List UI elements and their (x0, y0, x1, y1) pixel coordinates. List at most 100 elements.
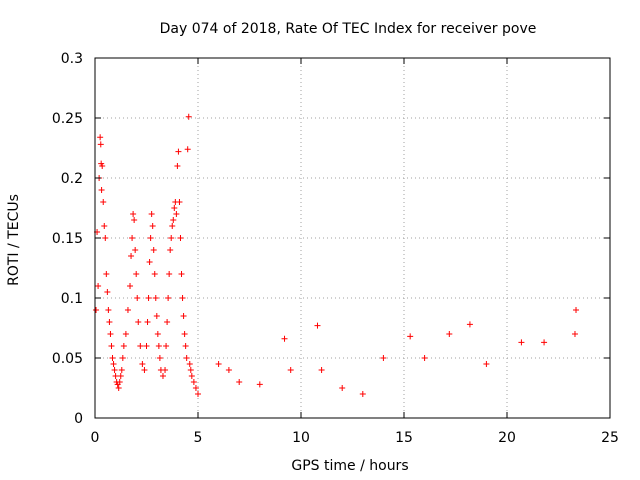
data-point (195, 391, 201, 397)
data-point (104, 289, 111, 295)
y-tick-label: 0.2 (61, 171, 83, 187)
y-tick-label: 0 (74, 411, 83, 427)
data-point (446, 331, 453, 337)
data-point (541, 339, 548, 346)
data-point (180, 313, 187, 319)
data-point (99, 163, 106, 169)
data-point (175, 148, 182, 155)
data-point (97, 134, 104, 141)
data-point (153, 313, 160, 319)
data-point (166, 271, 173, 277)
x-axis-label: GPS time / hours (291, 458, 408, 474)
data-point (144, 319, 151, 325)
data-point (111, 367, 118, 373)
data-point (152, 295, 159, 301)
data-point (109, 355, 116, 361)
data-point (186, 361, 193, 367)
data-point (165, 295, 172, 301)
data-point (108, 343, 115, 349)
y-axis-ticks: 0 0.05 0.1 0.15 0.2 0.25 0.3 (52, 51, 610, 427)
data-point (256, 381, 263, 388)
data-point (225, 367, 232, 373)
data-point (380, 355, 387, 361)
data-point (150, 247, 157, 253)
x-tick-label: 15 (395, 430, 413, 446)
data-point (571, 331, 578, 337)
data-point (185, 113, 192, 120)
data-point (148, 211, 155, 217)
data-point (170, 217, 177, 223)
data-point (119, 355, 126, 361)
data-point (143, 343, 150, 349)
data-point (133, 271, 140, 277)
data-point (159, 373, 166, 379)
x-tick-label: 0 (91, 430, 100, 446)
data-point (102, 235, 109, 241)
data-point (421, 355, 428, 361)
data-point (483, 361, 490, 367)
data-point (167, 247, 174, 253)
data-point (135, 319, 142, 325)
data-point (339, 385, 346, 391)
data-point (110, 361, 117, 367)
data-point (173, 211, 180, 217)
data-point (573, 307, 580, 313)
data-point (163, 343, 170, 349)
data-point (106, 319, 113, 325)
data-point (192, 385, 199, 391)
data-points (93, 113, 580, 397)
x-tick-label: 25 (601, 430, 619, 446)
data-point (169, 223, 176, 229)
data-point (164, 319, 171, 325)
data-point (174, 163, 181, 169)
data-point (127, 283, 134, 289)
data-point (466, 321, 473, 328)
chart-title: Day 074 of 2018, Rate Of TEC Index for r… (160, 21, 537, 37)
data-point (151, 271, 158, 277)
data-point (105, 307, 112, 313)
x-tick-label: 5 (194, 430, 203, 446)
data-point (287, 367, 294, 373)
data-point (183, 355, 190, 361)
y-tick-label: 0.3 (61, 51, 83, 67)
data-point (168, 235, 175, 241)
data-point (139, 361, 146, 367)
grid-lines (95, 58, 610, 418)
data-point (107, 331, 114, 337)
data-point (176, 199, 183, 205)
y-axis-label: ROTI / TECUs (6, 194, 22, 286)
data-point (156, 355, 163, 361)
x-axis-ticks: 0 5 10 15 20 25 (91, 58, 619, 446)
data-point (103, 271, 110, 277)
data-point (182, 343, 189, 349)
data-point (122, 331, 129, 337)
data-point (281, 335, 288, 342)
data-point (117, 373, 124, 379)
data-point (101, 223, 108, 229)
data-point (129, 235, 136, 241)
data-point (120, 343, 127, 349)
data-point (124, 307, 131, 313)
x-tick-label: 10 (292, 430, 310, 446)
data-point (112, 373, 119, 379)
data-point (162, 367, 169, 373)
data-point (184, 146, 191, 153)
data-point (190, 379, 197, 385)
x-tick-label: 20 (498, 430, 516, 446)
data-point (118, 367, 125, 373)
data-point (131, 217, 138, 223)
data-point (98, 187, 105, 193)
data-point (97, 141, 104, 148)
data-point (359, 391, 366, 397)
data-point (179, 295, 186, 301)
data-point (188, 373, 195, 379)
y-tick-label: 0.05 (52, 351, 83, 367)
data-point (149, 223, 156, 229)
data-point (318, 367, 325, 373)
data-point (171, 205, 178, 211)
data-point (215, 361, 222, 367)
data-point (145, 295, 152, 301)
data-point (137, 343, 144, 349)
data-point (132, 247, 139, 253)
